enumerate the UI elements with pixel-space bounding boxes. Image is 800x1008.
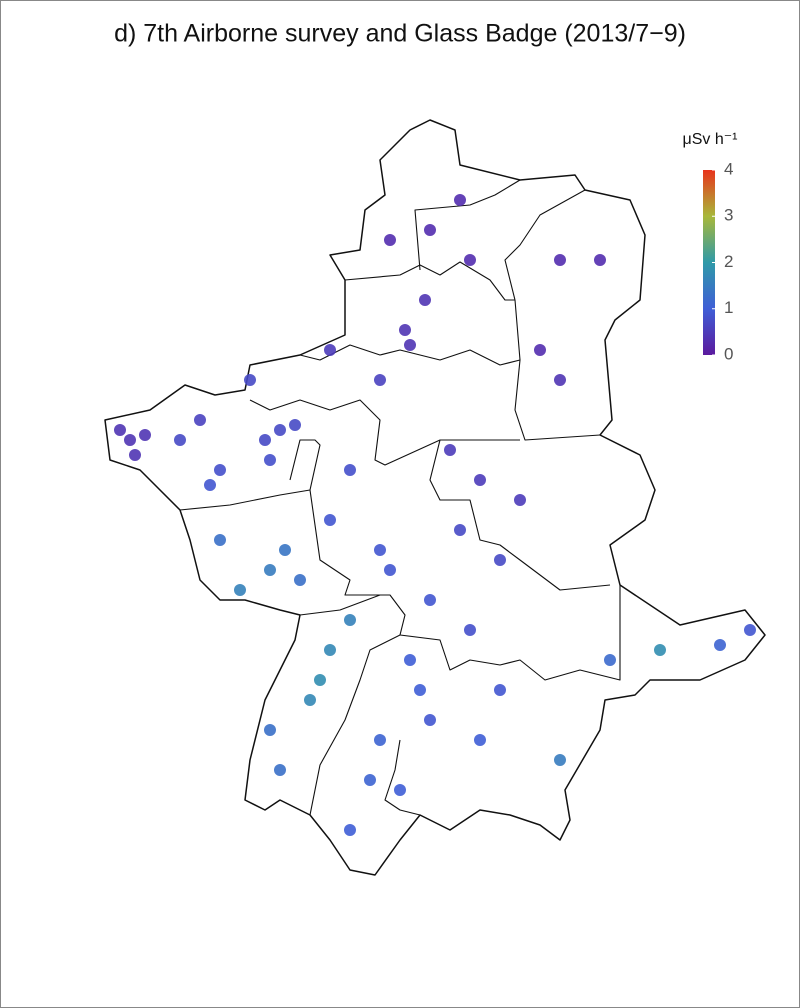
- dose-point: [364, 774, 376, 786]
- dose-point: [654, 644, 666, 656]
- dose-point: [424, 594, 436, 606]
- dose-point: [124, 434, 136, 446]
- dose-point: [384, 564, 396, 576]
- dose-point: [289, 419, 301, 431]
- dose-point: [464, 624, 476, 636]
- dose-point: [474, 474, 486, 486]
- dose-point: [304, 694, 316, 706]
- colorbar-tick-label: 1: [724, 298, 733, 317]
- dose-point: [214, 464, 226, 476]
- dose-point: [374, 544, 386, 556]
- dose-point: [494, 684, 506, 696]
- dose-point: [204, 479, 216, 491]
- dose-point: [294, 574, 306, 586]
- colorbar-tick-label: 0: [724, 344, 733, 363]
- colorbar-tick-label: 3: [724, 206, 733, 225]
- points-layer: [114, 194, 756, 836]
- inner-boundary: [309, 634, 401, 816]
- dose-point: [424, 714, 436, 726]
- dose-point: [139, 429, 151, 441]
- dose-point: [264, 564, 276, 576]
- dose-point: [374, 734, 386, 746]
- colorbar-tick-label: 2: [724, 252, 733, 271]
- dose-point: [394, 784, 406, 796]
- colorbar-label: μSv h⁻¹: [682, 131, 737, 148]
- map-title: d) 7th Airborne survey and Glass Badge (…: [114, 20, 686, 48]
- dose-point: [404, 654, 416, 666]
- inner-boundary: [179, 439, 321, 511]
- dose-point: [424, 224, 436, 236]
- dose-point: [419, 294, 431, 306]
- dose-point: [414, 684, 426, 696]
- dose-point: [554, 374, 566, 386]
- inner-boundary: [299, 594, 381, 616]
- dose-point: [494, 554, 506, 566]
- dose-point: [474, 734, 486, 746]
- inner-boundary: [414, 179, 521, 271]
- dose-point: [744, 624, 756, 636]
- dose-point: [274, 764, 286, 776]
- dose-point: [399, 324, 411, 336]
- outer-boundary: [104, 119, 766, 876]
- dose-point: [514, 494, 526, 506]
- inner-boundary: [249, 399, 520, 466]
- dose-point: [604, 654, 616, 666]
- inner-boundary: [384, 739, 421, 816]
- dose-point: [324, 514, 336, 526]
- dose-point: [314, 674, 326, 686]
- dose-point: [264, 454, 276, 466]
- inner-boundary: [504, 189, 586, 301]
- dose-point: [324, 644, 336, 656]
- colorbar-tick-label: 4: [724, 159, 733, 178]
- dose-point: [454, 194, 466, 206]
- dose-point: [264, 724, 276, 736]
- dose-point: [374, 374, 386, 386]
- inner-boundary: [514, 299, 601, 441]
- inner-boundary: [344, 261, 515, 301]
- inner-boundary: [309, 489, 621, 681]
- dose-point: [444, 444, 456, 456]
- inner-boundary: [429, 439, 611, 591]
- dose-point: [129, 449, 141, 461]
- colorbar: 0 1 2 3 4: [703, 159, 733, 363]
- dose-point: [384, 234, 396, 246]
- dose-point: [174, 434, 186, 446]
- dose-point: [344, 464, 356, 476]
- dose-point: [279, 544, 291, 556]
- dose-point: [554, 254, 566, 266]
- dose-point: [594, 254, 606, 266]
- dose-point: [404, 339, 416, 351]
- dose-point: [259, 434, 271, 446]
- dose-point: [244, 374, 256, 386]
- dose-point: [114, 424, 126, 436]
- dose-point: [324, 344, 336, 356]
- dose-point: [344, 614, 356, 626]
- dose-point: [344, 824, 356, 836]
- dose-point: [714, 639, 726, 651]
- dose-point: [534, 344, 546, 356]
- dose-point: [454, 524, 466, 536]
- dose-point: [234, 584, 246, 596]
- dose-point: [214, 534, 226, 546]
- dose-point: [464, 254, 476, 266]
- dose-point: [194, 414, 206, 426]
- dose-point: [274, 424, 286, 436]
- dose-point: [554, 754, 566, 766]
